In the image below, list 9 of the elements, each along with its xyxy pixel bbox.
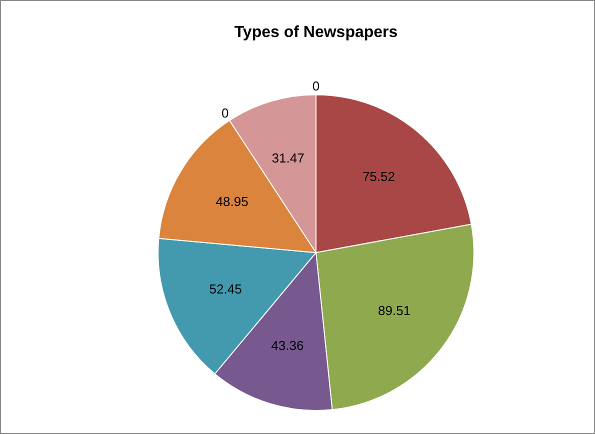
data-label: 89.51 (378, 302, 411, 318)
text: 0 (312, 78, 320, 94)
data-label: 75.52 (362, 169, 395, 184)
text: 0 (222, 105, 229, 120)
data-label: 43.36 (271, 338, 304, 353)
data-label: 52.45 (209, 282, 242, 297)
chart-title: Types of Newspapers (234, 24, 398, 42)
data-label: 48.95 (216, 194, 248, 209)
data-label: 31.47 (272, 150, 304, 166)
